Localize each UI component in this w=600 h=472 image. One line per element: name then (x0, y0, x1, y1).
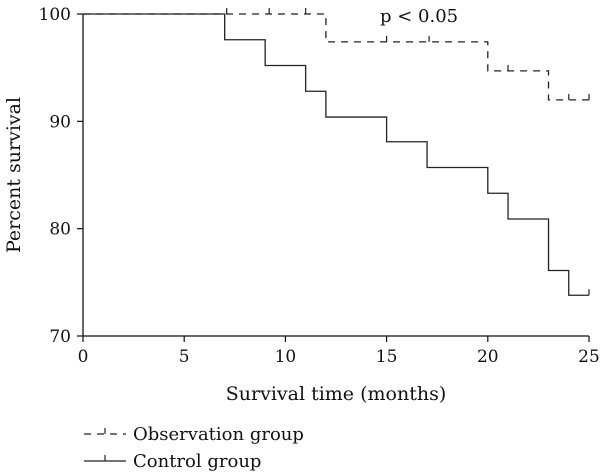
series-line-observation (83, 13, 589, 101)
x-tick-label: 15 (376, 347, 398, 367)
annotation-pvalue: p < 0.05 (380, 6, 458, 27)
series-layer (83, 8, 590, 296)
y-axis-label: Percent survival (3, 97, 25, 253)
legend-swatch-control (84, 455, 126, 462)
y-tick-label: 100 (39, 5, 71, 25)
legend-label-observation: Observation group (133, 424, 304, 445)
x-tick-label: 20 (477, 347, 499, 367)
y-axis-ticks: 70 80 90 100 (39, 5, 83, 347)
legend-item-control: Control group (84, 451, 261, 472)
y-tick-label: 90 (49, 112, 71, 132)
y-tick-label: 70 (49, 327, 71, 347)
y-tick-label: 80 (49, 220, 71, 240)
x-tick-label: 10 (275, 347, 297, 367)
legend-item-observation: Observation group (84, 424, 304, 445)
x-axis-label: Survival time (months) (226, 383, 446, 405)
x-tick-label: 0 (78, 347, 89, 367)
plot-area: 0 5 10 15 20 25 70 80 90 100 (39, 5, 600, 367)
legend-label-control: Control group (133, 451, 261, 472)
legend-swatch-observation (84, 428, 126, 435)
x-tick-label: 25 (578, 347, 600, 367)
series-control (83, 13, 590, 296)
series-observation (83, 8, 590, 101)
x-tick-label: 5 (179, 347, 190, 367)
x-axis-ticks: 0 5 10 15 20 25 (78, 336, 600, 367)
legend: Observation group Control group (84, 424, 304, 472)
series-line-control (83, 13, 589, 296)
